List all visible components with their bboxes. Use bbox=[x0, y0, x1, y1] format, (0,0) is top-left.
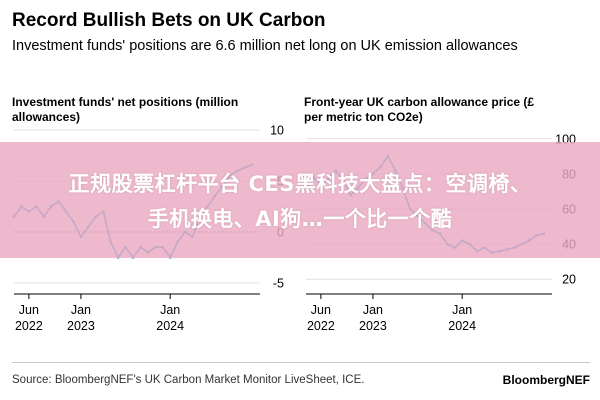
x-tick-label-month: Jan bbox=[160, 303, 180, 317]
x-tick-label-year: 2022 bbox=[15, 319, 43, 333]
panel-title-line: Investment funds' net positions (million bbox=[12, 95, 238, 109]
y-tick-label: 10 bbox=[270, 124, 284, 138]
x-tick-label-year: 2024 bbox=[448, 319, 476, 333]
x-tick-label-year: 2022 bbox=[307, 319, 335, 333]
x-tick-label-month: Jun bbox=[19, 303, 39, 317]
x-tick-label-month: Jan bbox=[363, 303, 383, 317]
x-tick-label-year: 2023 bbox=[359, 319, 387, 333]
overlay-banner bbox=[0, 142, 600, 258]
footer-divider bbox=[12, 362, 590, 363]
brand-logo: BloombergNEF bbox=[503, 373, 590, 387]
overlay-text-line2: 手机换电、AI狗…一个比一个酷 bbox=[0, 203, 600, 233]
panel-title-line: Front-year UK carbon allowance price (£ bbox=[304, 95, 534, 109]
x-tick-label-year: 2023 bbox=[67, 319, 95, 333]
y-tick-label: -5 bbox=[273, 276, 284, 290]
x-tick-label-month: Jun bbox=[311, 303, 331, 317]
panel-title-line: allowances) bbox=[12, 110, 80, 124]
y-tick-label: 20 bbox=[562, 273, 576, 287]
x-tick-label-month: Jan bbox=[71, 303, 91, 317]
panel-title-line: per metric ton CO2e) bbox=[304, 110, 423, 124]
x-tick-label-year: 2024 bbox=[156, 319, 184, 333]
overlay-text-line1: 正规股票杠杆平台 CES黑科技大盘点：空调椅、 bbox=[0, 168, 600, 198]
source-note: Source: BloombergNEF's UK Carbon Market … bbox=[12, 374, 364, 386]
x-tick-label-month: Jan bbox=[452, 303, 472, 317]
